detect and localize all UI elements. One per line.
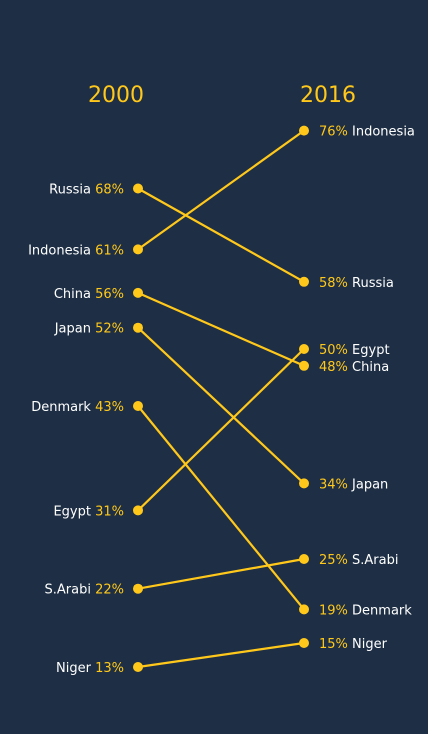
slope-line-denmark [137,405,305,611]
point-2016-russia [299,276,309,287]
value-label: 68% [95,183,124,198]
country-name-label: Russia [352,276,394,291]
label-2016-s-arabi: 25% S.Arabi [319,553,398,568]
value-label: 34% [319,477,352,492]
value-label: 48% [319,360,352,375]
point-2016-niger [299,638,309,648]
value-label: 22% [95,583,124,598]
value-label: 43% [95,400,124,415]
slope-line-egypt [137,348,305,512]
point-2016-china [299,360,309,371]
label-2000-denmark: Denmark 43% [31,400,124,415]
value-label: 25% [319,553,352,568]
point-2000-china [133,287,143,298]
country-name-label: Russia [49,183,95,198]
point-2000-s-arabi [133,583,143,594]
point-2016-denmark [299,604,309,615]
country-name-label: China [352,360,389,375]
value-label: 76% [319,125,352,140]
slope-line-niger [137,641,305,669]
value-label: 52% [95,322,124,337]
value-label: 50% [319,343,352,358]
value-label: 58% [319,276,352,291]
point-2016-indonesia [299,125,309,136]
country-name-label: S.Arabi [352,553,398,568]
label-2016-denmark: 19% Denmark [319,603,412,618]
value-label: 56% [95,287,124,302]
slope-line-russia [137,187,305,283]
label-2000-indonesia: Indonesia 61% [28,243,124,258]
value-label: 31% [95,504,124,519]
country-name-label: Denmark [352,603,412,618]
year-label-left: 2000 [88,83,144,108]
label-2016-russia: 58% Russia [319,276,394,291]
point-2000-japan [133,322,143,333]
country-name-label: China [54,287,95,302]
label-2000-japan: Japan 52% [54,322,124,337]
label-2016-egypt: 50% Egypt [319,343,390,358]
point-2000-egypt [133,505,143,516]
value-label: 61% [95,243,124,258]
label-2000-s-arabi: S.Arabi 22% [45,583,125,598]
label-2000-egypt: Egypt 31% [53,504,124,519]
label-2016-niger: 15% Niger [319,637,388,652]
country-name-label: Japan [351,477,388,492]
label-2000-niger: Niger 13% [56,661,124,676]
point-2000-indonesia [133,244,143,255]
label-2016-japan: 34% Japan [319,477,388,492]
country-name-label: S.Arabi [45,583,96,598]
value-label: 13% [95,661,124,676]
country-name-label: Indonesia [28,243,95,258]
country-name-label: Niger [56,661,95,676]
label-2000-russia: Russia 68% [49,183,124,198]
slope-line-s-arabi [137,557,305,590]
country-name-label: Indonesia [352,125,415,140]
chart-marks: Russia 68% 58% Russia Indonesia 61% 76% Ind… [28,125,415,676]
point-2016-japan [299,478,309,489]
point-2016-egypt [299,344,309,354]
value-label: 15% [319,637,352,652]
point-2016-s-arabi [299,554,309,564]
label-2000-china: China 56% [54,287,124,302]
point-2000-russia [133,183,143,194]
point-2000-denmark [133,401,143,411]
slope-line-indonesia [137,129,305,251]
country-name-label: Niger [352,637,388,652]
value-label: 19% [319,603,352,618]
point-2000-niger [133,662,143,672]
slope-line-japan [137,326,305,485]
slope-line-china [137,291,305,367]
country-name-label: Denmark [31,400,95,415]
country-name-label: Egypt [53,504,95,519]
label-2016-indonesia: 76% Indonesia [319,125,415,140]
label-2016-china: 48% China [319,360,389,375]
country-name-label: Japan [54,322,95,337]
year-label-right: 2016 [300,83,356,108]
country-name-label: Egypt [352,343,390,358]
